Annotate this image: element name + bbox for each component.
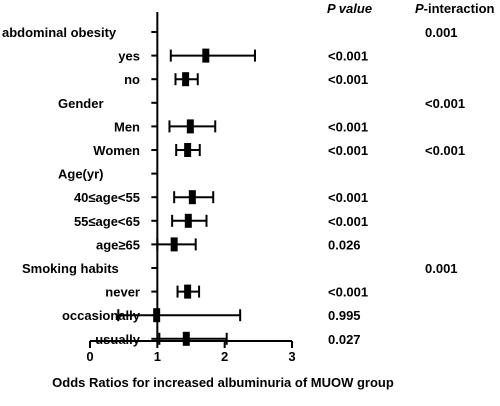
row-label: Women [93, 143, 140, 158]
row-label: 40≤age<55 [74, 190, 140, 205]
row-label: no [124, 72, 140, 87]
row-label: Age(yr) [58, 167, 104, 182]
p-interaction-value: 0.001 [425, 261, 458, 276]
odds-ratio-point [182, 331, 190, 346]
odds-ratio-point [184, 213, 192, 228]
p-value-header: P value [327, 1, 372, 16]
row-label: never [105, 285, 140, 300]
row-label: abdominal obesity [2, 25, 117, 40]
row-label: usually [95, 332, 141, 347]
p-value: <0.001 [328, 214, 368, 229]
p-value: 0.027 [328, 332, 361, 347]
p-value: <0.001 [328, 143, 368, 158]
x-axis-title: Odds Ratios for increased albuminuria of… [52, 375, 394, 390]
x-tick-label: 3 [288, 349, 295, 364]
odds-ratio-point [186, 119, 194, 134]
p-value: <0.001 [328, 72, 368, 87]
odds-ratio-point [184, 284, 192, 299]
axes: 0 1 2 3 [86, 12, 296, 364]
x-tick-label: 2 [221, 349, 228, 364]
p-interaction-column: 0.001 <0.001 <0.001 0.001 [425, 25, 465, 276]
row-label: Men [114, 119, 140, 134]
odds-ratio-point [153, 308, 161, 323]
row-label: Smoking habits [22, 261, 119, 276]
p-interaction-value: <0.001 [425, 96, 465, 111]
p-value: 0.995 [328, 308, 361, 323]
row-label: Gender [58, 96, 104, 111]
p-value: <0.001 [328, 119, 368, 134]
p-value: 0.026 [328, 237, 361, 252]
odds-ratio-point [182, 72, 190, 87]
p-interaction-value: 0.001 [425, 25, 458, 40]
row-label: age≥65 [96, 237, 140, 252]
row-label: yes [118, 49, 140, 64]
odds-ratio-point [170, 237, 178, 252]
p-interaction-value: <0.001 [425, 143, 465, 158]
odds-ratio-point [202, 48, 210, 63]
row-label: 55≤age<65 [74, 214, 140, 229]
x-tick-label: 1 [154, 349, 161, 364]
p-value: <0.001 [328, 285, 368, 300]
p-interaction-header: P-interaction [415, 1, 495, 16]
p-value-column: <0.001 <0.001 <0.001 <0.001 <0.001 <0.001 0.02… [328, 49, 368, 347]
x-tick-label: 0 [86, 349, 93, 364]
p-value: <0.001 [328, 49, 368, 64]
odds-ratio-point [184, 143, 192, 157]
p-value: <0.001 [328, 190, 368, 205]
row-label: occasionally [62, 308, 141, 323]
estimate-marks [117, 48, 256, 346]
odds-ratio-point [188, 190, 196, 205]
